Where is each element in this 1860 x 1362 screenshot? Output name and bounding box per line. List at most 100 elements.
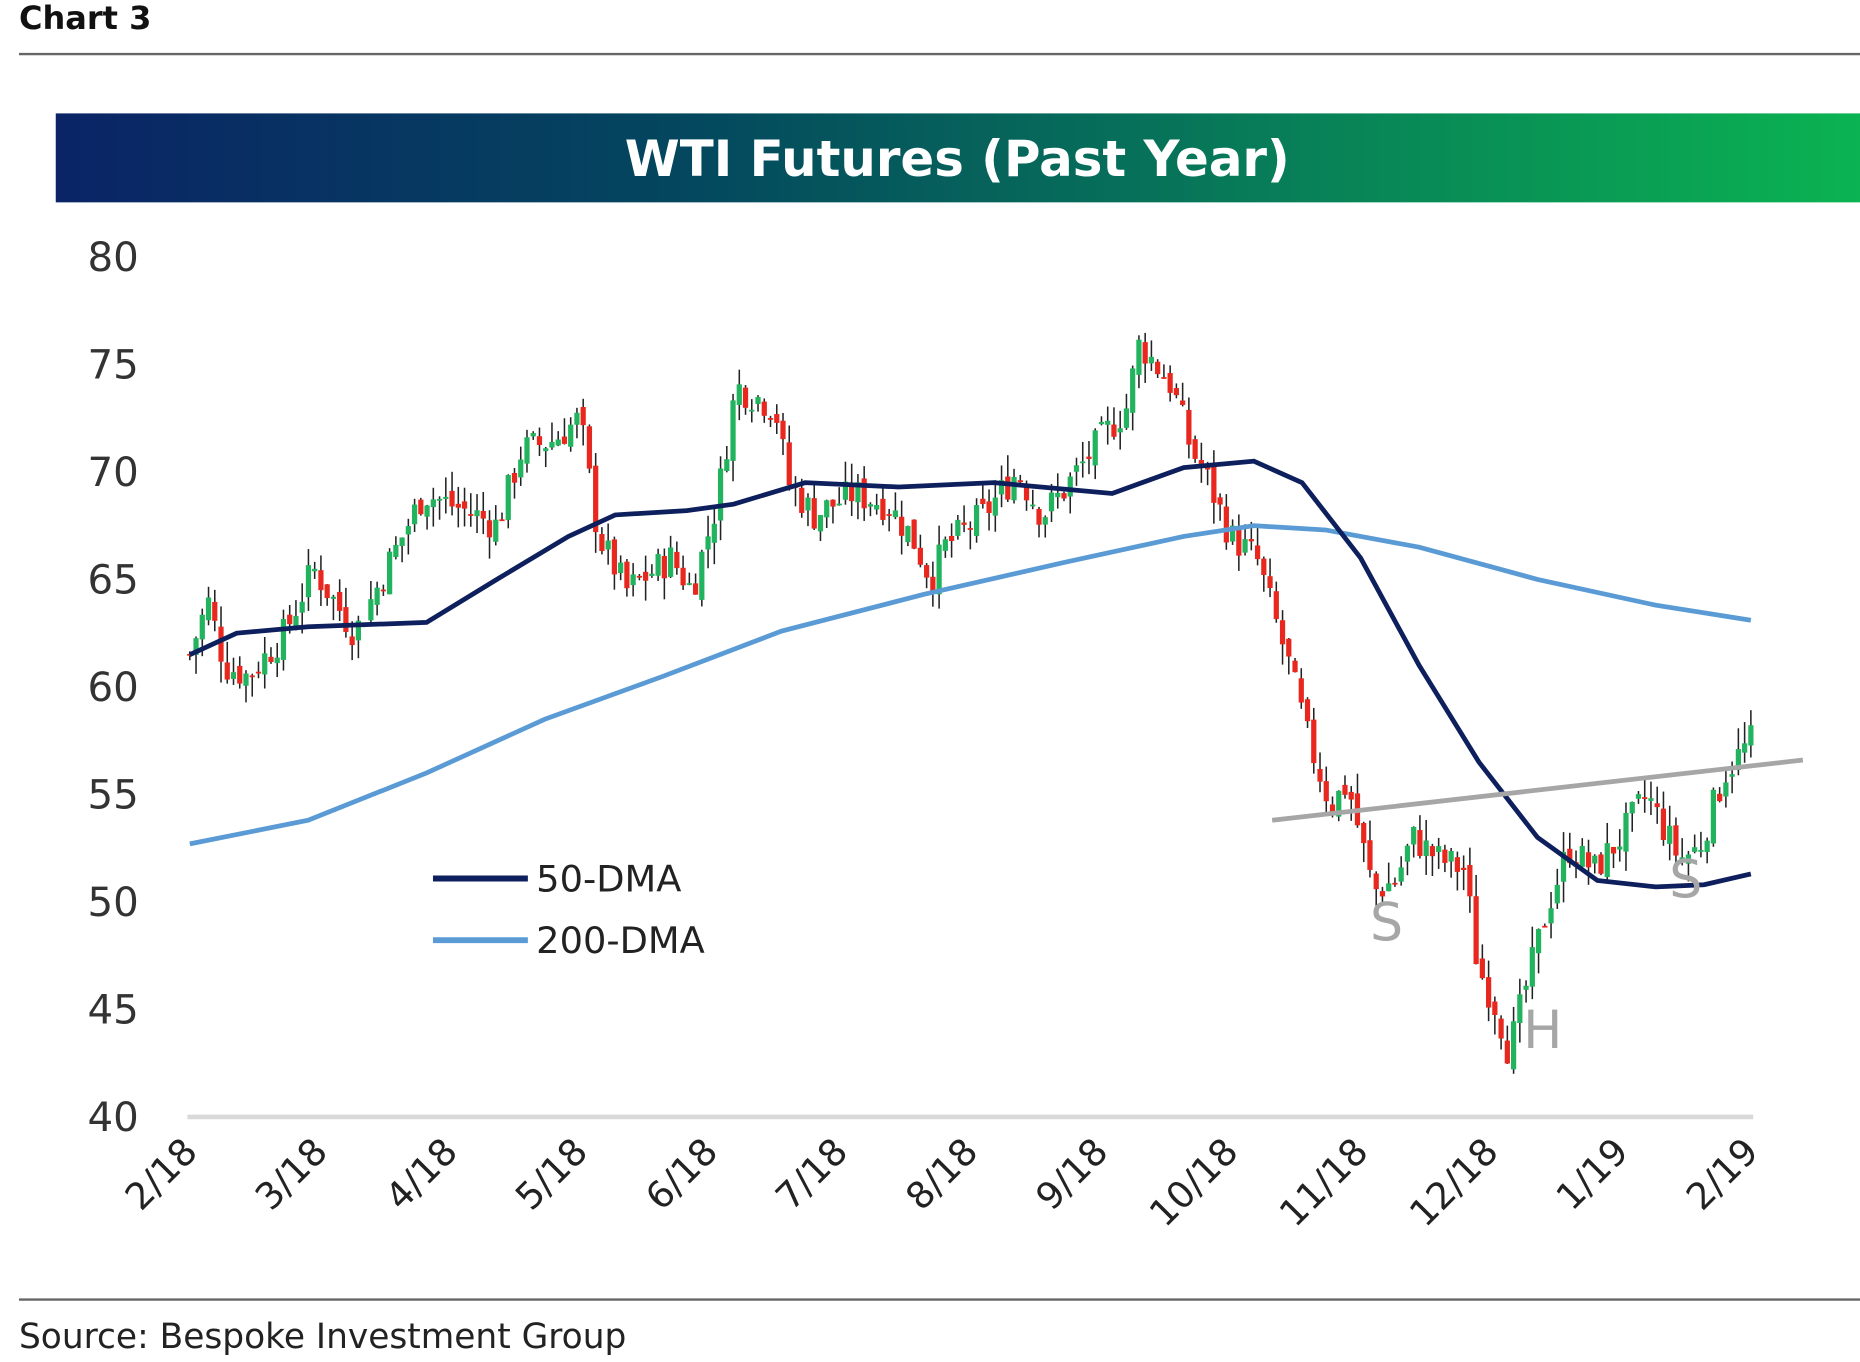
- x-tick-label: 8/18: [897, 1130, 986, 1219]
- candle-down: [511, 472, 518, 483]
- candle-down: [861, 478, 867, 509]
- candle-up: [942, 539, 948, 551]
- candle-down: [1192, 439, 1198, 459]
- candle-down: [799, 487, 805, 513]
- candle-down: [1542, 925, 1548, 928]
- candle-down: [255, 671, 262, 674]
- candle-down: [767, 418, 774, 420]
- candle-up: [493, 519, 499, 542]
- candle-up: [1554, 884, 1560, 904]
- candle-up: [230, 672, 237, 679]
- candle-up: [405, 526, 411, 535]
- candle-up: [1679, 857, 1685, 861]
- candle-up: [1398, 867, 1404, 882]
- candle-up: [736, 384, 742, 405]
- candle-up: [312, 568, 318, 572]
- candle-down: [636, 575, 642, 578]
- candle-up: [749, 409, 755, 412]
- candle-up: [305, 565, 312, 598]
- candle-down: [380, 589, 386, 592]
- candle-up: [1229, 525, 1236, 542]
- candle-up: [1723, 782, 1729, 797]
- candle-down: [486, 520, 493, 538]
- candle-up: [874, 504, 880, 510]
- candle-up: [505, 475, 511, 520]
- candle-down: [455, 503, 461, 508]
- candle-down: [1504, 1040, 1510, 1064]
- candle-down: [967, 528, 973, 530]
- candle-down: [1585, 852, 1592, 868]
- candle-down: [917, 547, 923, 565]
- candle-up: [1535, 929, 1542, 954]
- candle-down: [924, 565, 930, 578]
- candle-up: [1548, 908, 1554, 924]
- candle-down: [1473, 896, 1479, 965]
- candle-down: [1173, 388, 1180, 396]
- candle-up: [411, 504, 418, 525]
- candle-down: [1292, 660, 1298, 673]
- candle-up: [717, 468, 724, 521]
- y-tick-label: 60: [87, 664, 138, 711]
- candle-up: [955, 519, 961, 536]
- candle-up: [443, 496, 449, 499]
- candle-down: [1567, 848, 1573, 864]
- candle-down: [1367, 840, 1373, 870]
- candle-down: [1304, 699, 1311, 722]
- candle-down: [1142, 342, 1148, 364]
- candle-up: [1698, 849, 1704, 852]
- candle-up: [399, 537, 405, 546]
- candle-up: [755, 397, 761, 405]
- neckline: [1271, 757, 1804, 823]
- candle-up: [1073, 465, 1080, 472]
- candle-up: [518, 459, 524, 478]
- candle-down: [1454, 857, 1460, 872]
- candle-up: [1130, 368, 1136, 413]
- candle-down: [661, 555, 667, 579]
- candle-up: [205, 597, 212, 621]
- candle-down: [418, 499, 424, 515]
- candle-down: [343, 607, 349, 632]
- y-tick-label: 40: [87, 1094, 138, 1141]
- candle-down: [1005, 476, 1011, 500]
- candle-down: [1598, 854, 1604, 874]
- pattern-label-h: H: [1523, 1001, 1562, 1061]
- candle-up: [474, 510, 480, 517]
- candle-down: [1498, 1018, 1504, 1039]
- candle-up: [1030, 504, 1036, 507]
- candle-up: [568, 424, 574, 447]
- candle-down: [561, 436, 568, 444]
- pattern-label-s: S: [1370, 894, 1403, 954]
- candle-down: [1061, 493, 1067, 499]
- candle-up: [686, 583, 692, 585]
- candle-down: [1610, 846, 1617, 854]
- candle-down: [318, 570, 324, 591]
- y-tick-label: 75: [87, 342, 138, 389]
- candle-up: [1729, 774, 1735, 777]
- candle-up: [1704, 840, 1710, 853]
- candle-up: [1080, 461, 1086, 464]
- candle-up: [630, 574, 636, 586]
- candle-up: [998, 480, 1005, 495]
- candle-up: [1011, 476, 1017, 501]
- candle-down: [624, 561, 630, 589]
- candle-up: [936, 544, 942, 595]
- candle-up: [842, 481, 849, 500]
- candle-up: [1423, 840, 1429, 857]
- candle-down: [774, 414, 780, 423]
- candle-down: [1379, 891, 1386, 897]
- candle-down: [1086, 456, 1092, 460]
- candle-down: [1236, 528, 1242, 556]
- candle-down: [237, 665, 243, 684]
- candle-up: [430, 499, 436, 508]
- candle-down: [1036, 508, 1042, 525]
- candle-down: [1492, 1001, 1498, 1015]
- y-tick-label: 50: [87, 879, 138, 926]
- candle-down: [499, 519, 505, 522]
- candle-down: [643, 571, 649, 581]
- x-tick-label: 11/18: [1271, 1130, 1376, 1235]
- candle-up: [1148, 356, 1155, 364]
- candle-up: [1685, 854, 1692, 864]
- candle-up: [724, 459, 730, 471]
- candle-down: [1167, 373, 1173, 393]
